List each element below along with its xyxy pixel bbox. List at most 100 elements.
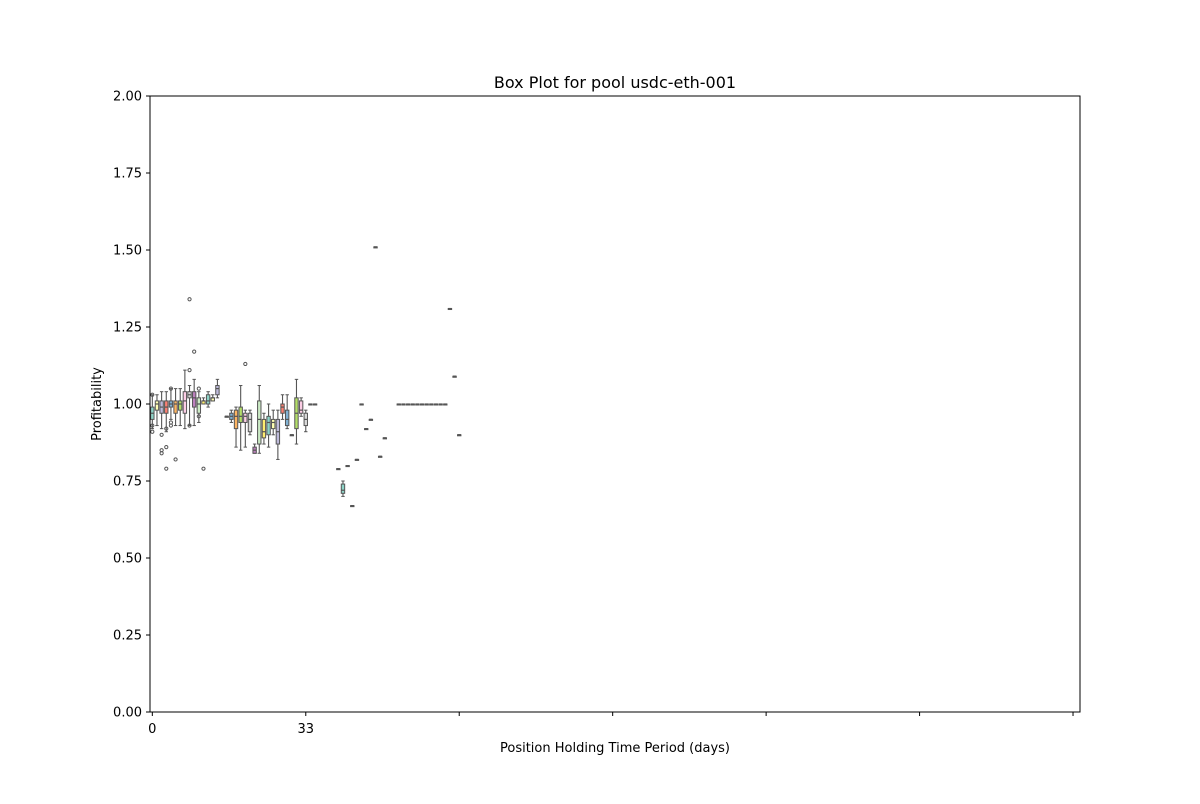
outlier-point	[243, 361, 248, 367]
outlier-point	[150, 392, 155, 397]
box-group	[280, 394, 285, 420]
box-group	[401, 403, 406, 406]
box-group	[359, 403, 364, 406]
y-tick-label: 0.50	[113, 552, 142, 567]
outlier-point	[159, 432, 164, 437]
outlier-point	[164, 466, 169, 471]
box-group	[447, 307, 453, 311]
outlier-point	[173, 457, 178, 462]
box-group	[215, 378, 220, 399]
outlier-point	[164, 445, 169, 450]
y-tick-label: 1.50	[113, 244, 142, 259]
outlier-point	[187, 368, 192, 373]
box-group	[224, 415, 229, 418]
outlier-point	[168, 420, 174, 425]
y-axis-label: Profitability	[90, 367, 105, 441]
box-group	[266, 403, 271, 448]
x-axis-label: Position Holding Time Period (days)	[500, 741, 730, 756]
box	[154, 400, 160, 411]
box	[243, 412, 248, 423]
box-group	[233, 406, 239, 448]
box	[284, 409, 290, 427]
box	[233, 409, 239, 430]
box-group	[382, 437, 388, 440]
y-tick-label: 0.25	[113, 629, 142, 644]
box-group	[182, 369, 188, 430]
box	[298, 400, 304, 414]
box-group	[368, 418, 374, 421]
box-group	[303, 409, 308, 433]
box	[173, 400, 178, 414]
box	[191, 391, 197, 408]
box-group	[419, 403, 425, 406]
y-tick-label: 0.00	[113, 706, 142, 721]
box-group	[205, 391, 211, 408]
box-group	[350, 505, 355, 508]
box	[271, 418, 276, 430]
box-group	[261, 412, 267, 445]
box-group	[438, 403, 443, 406]
outlier-point	[201, 466, 206, 471]
box	[247, 412, 253, 433]
box-group	[340, 480, 346, 497]
outlier-point	[192, 349, 197, 354]
y-tick-label: 2.00	[113, 90, 142, 105]
box	[178, 400, 183, 411]
box	[215, 385, 220, 396]
box-group	[154, 394, 160, 427]
box-group	[410, 403, 415, 406]
box-group	[247, 409, 253, 436]
box-group	[196, 386, 202, 423]
box-group	[178, 388, 183, 427]
box-group	[377, 455, 383, 458]
box-group	[150, 392, 155, 434]
box-group	[210, 394, 215, 402]
box-group	[187, 297, 192, 428]
y-tick-label: 1.25	[113, 321, 142, 336]
box	[205, 394, 211, 405]
box-group	[429, 403, 434, 406]
box-group	[452, 375, 457, 378]
box	[340, 483, 346, 494]
outlier-point	[164, 426, 169, 431]
outlier-point	[196, 386, 201, 391]
box-group	[289, 434, 295, 437]
outlier-point	[187, 297, 192, 302]
box	[261, 418, 267, 439]
box-group	[252, 443, 257, 454]
box-group	[373, 246, 378, 249]
box	[257, 400, 262, 445]
x-axis: 0 33	[148, 712, 1074, 737]
outlier-point	[150, 423, 155, 428]
box-group	[405, 403, 411, 406]
box-group	[164, 391, 169, 471]
box-group	[364, 428, 369, 431]
box	[266, 415, 271, 436]
box-group	[336, 468, 341, 471]
outlier-point	[187, 423, 192, 428]
box-group	[443, 403, 448, 406]
box-group	[312, 403, 318, 406]
box-group	[238, 385, 243, 451]
box	[238, 406, 243, 423]
box-group	[284, 394, 290, 430]
box-group	[159, 391, 164, 456]
box-group	[229, 409, 234, 423]
box-group	[415, 403, 420, 406]
y-tick-label: 1.00	[113, 398, 142, 413]
box-group	[345, 465, 350, 468]
box	[196, 397, 202, 414]
chart-title: Box Plot for pool usdc-eth-001	[494, 73, 736, 92]
y-tick-label: 1.75	[113, 167, 142, 182]
box-group	[433, 403, 439, 406]
x-tick-label: 33	[298, 722, 315, 737]
box-group	[308, 403, 313, 406]
box-group	[191, 349, 197, 427]
box-group	[201, 397, 206, 471]
box-group	[173, 388, 178, 462]
box-group	[298, 397, 304, 417]
box	[280, 403, 285, 414]
y-axis: 0.00 0.25 0.50 0.75 1.00 1.25 1.50 1.75 2.00	[113, 90, 150, 721]
